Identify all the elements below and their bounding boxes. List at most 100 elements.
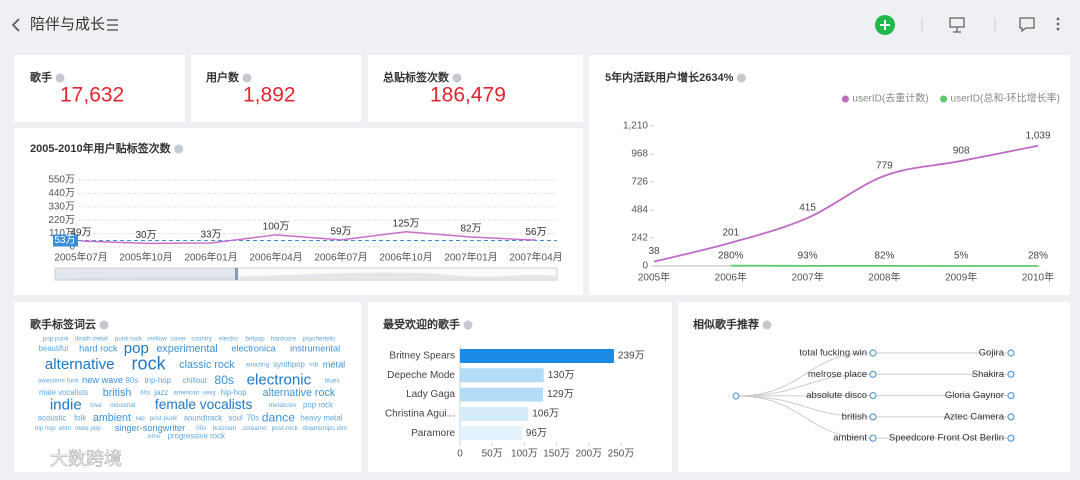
- kpi-value: 17,632: [60, 84, 124, 107]
- word: new wave: [82, 375, 123, 385]
- data-label: 239万: [618, 351, 645, 362]
- legend-swatch: [841, 95, 849, 103]
- x-tick-label: 2006年04月: [249, 251, 302, 264]
- line: [80, 231, 537, 245]
- word: beautiful: [39, 344, 69, 353]
- tree-node-label: total fucking win: [799, 348, 867, 359]
- average-badge: [53, 234, 78, 247]
- tree-node-label: absolute disco: [806, 390, 867, 401]
- word: awesome: [38, 377, 65, 384]
- word: indie: [50, 396, 82, 413]
- tree-node-label: melrose place: [808, 369, 867, 380]
- y-tick-label: 550万: [48, 175, 75, 186]
- data-label: 28%: [1028, 251, 1048, 262]
- menu-icon[interactable]: [107, 19, 118, 31]
- word: progressive rock: [168, 432, 225, 441]
- zoom-slider[interactable]: [54, 267, 558, 281]
- data-label: 49万: [70, 228, 91, 239]
- y-tick-label: 0: [642, 261, 648, 272]
- tree-node-label: Gojira: [979, 348, 1005, 359]
- word: rock: [132, 354, 167, 374]
- tree-link: [735, 373, 871, 397]
- word: indie pop: [75, 425, 101, 432]
- word: singer-songwriter: [115, 423, 185, 433]
- add-button[interactable]: [875, 15, 895, 35]
- x-tick-label: 100万: [511, 449, 538, 460]
- info-icon: [55, 73, 65, 83]
- info-icon: [736, 73, 746, 83]
- data-label: 130万: [548, 370, 575, 381]
- tree-node: [1007, 434, 1015, 442]
- word: synthpop: [273, 360, 305, 369]
- comment-icon[interactable]: [1019, 17, 1035, 33]
- chart-title: 2005-2010年用户贴标签次数: [30, 141, 172, 155]
- kpi-value: 186,479: [430, 84, 506, 107]
- chart-card: [589, 55, 1070, 295]
- kpi-card: [368, 55, 583, 122]
- tree-node-label: british: [842, 411, 867, 422]
- y-tick-label: 220万: [48, 215, 75, 226]
- data-label: 33万: [200, 230, 221, 241]
- data-label: 415: [799, 203, 816, 214]
- word: britpop: [245, 336, 265, 343]
- word: downtempo: [302, 425, 335, 432]
- word: 80s: [214, 373, 234, 387]
- average-label: 53万: [54, 235, 75, 246]
- more-icon[interactable]: [1056, 17, 1060, 31]
- word: pop rock: [303, 400, 333, 409]
- tree-node: [869, 392, 877, 400]
- word: dance: [262, 411, 295, 425]
- word: cover: [171, 336, 186, 343]
- data-label: 5%: [954, 251, 969, 262]
- word: psychedelic: [303, 336, 336, 343]
- tree-node-label: Shakira: [972, 369, 1005, 380]
- tree-node: [1007, 349, 1015, 357]
- info-icon: [463, 320, 473, 330]
- chart-card: [14, 128, 583, 295]
- word: instrumental: [290, 344, 340, 354]
- data-label: 106万: [532, 409, 559, 420]
- word: country: [191, 336, 213, 343]
- word: blues: [325, 377, 340, 384]
- back-icon[interactable]: [11, 18, 20, 32]
- info-icon: [452, 73, 462, 83]
- tree-node: [1007, 370, 1015, 378]
- line: [653, 144, 1039, 263]
- word: death metal: [75, 336, 108, 343]
- word: female vocalists: [155, 397, 253, 412]
- page-title: 陪伴与成长: [30, 16, 105, 33]
- data-label: 1,039: [1025, 130, 1050, 141]
- wordcloud-card: [14, 302, 361, 472]
- x-tick-label: 0: [457, 449, 463, 460]
- word: male vocalists: [39, 388, 88, 397]
- chart-title: 相似歌手推荐: [693, 317, 759, 331]
- word: punk rock: [115, 336, 143, 343]
- tree-node: [869, 434, 877, 442]
- tree-node: [1007, 413, 1015, 421]
- present-icon[interactable]: [949, 17, 965, 33]
- x-tick-label: 2008年: [868, 271, 900, 284]
- y-tick-label: 484: [631, 205, 648, 216]
- chart-title: 5年内活跃用户增长2634%: [605, 70, 734, 84]
- data-label: 30万: [135, 230, 156, 241]
- tree-link: [735, 395, 871, 439]
- word: pop: [124, 340, 149, 357]
- info-icon: [174, 144, 184, 154]
- word: ambient: [93, 412, 131, 424]
- word: hip hop: [35, 425, 56, 432]
- watermark: 大数跨境: [50, 449, 122, 469]
- tree-root: [732, 392, 740, 400]
- kpi-card: [191, 55, 361, 122]
- word: sexy: [203, 390, 217, 397]
- word: soul: [228, 413, 243, 422]
- word: classic rock: [179, 359, 235, 371]
- word: pop punk: [43, 336, 70, 343]
- x-tick-label: 2005年10月: [119, 251, 172, 264]
- y-tick-label: Lady Gaga: [406, 389, 455, 400]
- word: amazing: [245, 362, 269, 369]
- kpi-label: 总贴标签次数: [383, 70, 450, 84]
- x-tick-label: 2007年01月: [444, 251, 497, 264]
- header-bar: [0, 0, 1080, 48]
- kpi-label: 歌手: [30, 70, 52, 84]
